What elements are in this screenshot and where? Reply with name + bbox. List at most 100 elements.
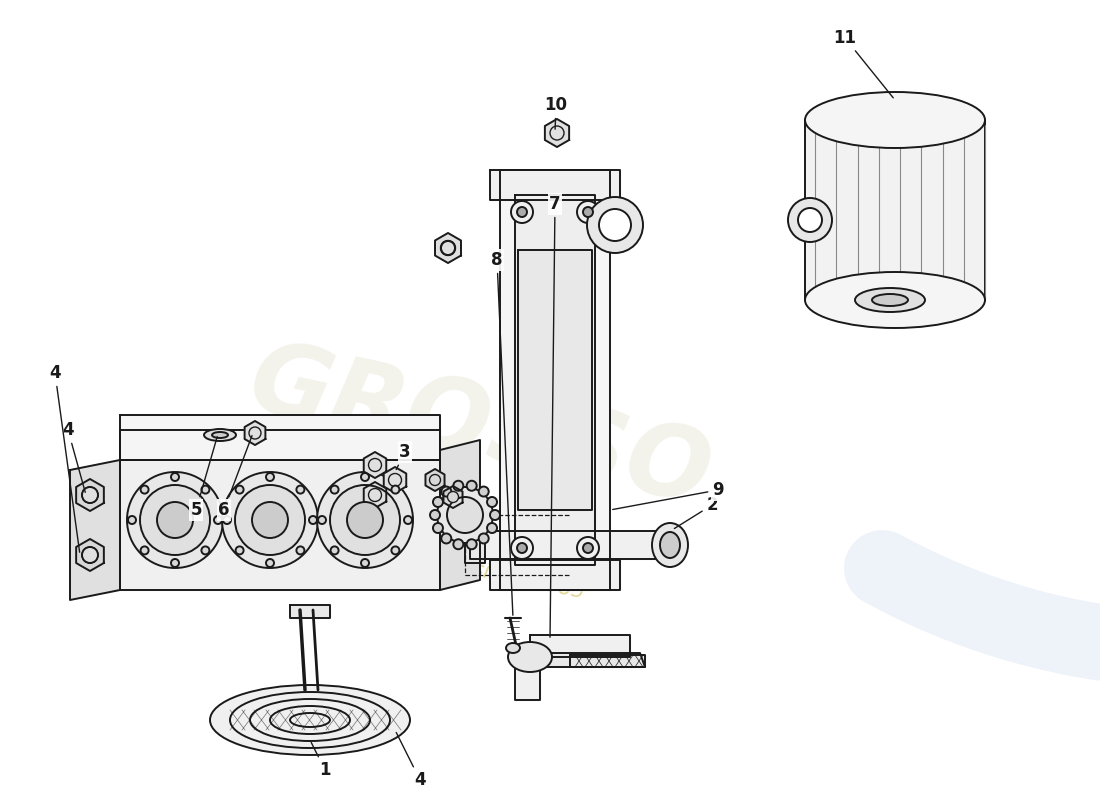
Polygon shape [490, 560, 620, 590]
Text: 4: 4 [396, 733, 426, 789]
Circle shape [361, 559, 368, 567]
Circle shape [361, 473, 368, 481]
Circle shape [82, 487, 98, 503]
Ellipse shape [805, 92, 984, 148]
Circle shape [157, 502, 192, 538]
Circle shape [201, 546, 209, 554]
Polygon shape [465, 527, 485, 563]
Circle shape [437, 487, 493, 543]
Ellipse shape [212, 432, 228, 438]
Circle shape [448, 491, 459, 502]
Circle shape [447, 497, 483, 533]
Polygon shape [443, 486, 462, 508]
Circle shape [170, 559, 179, 567]
Polygon shape [120, 430, 440, 460]
Circle shape [235, 485, 305, 555]
Circle shape [141, 486, 149, 494]
Circle shape [429, 474, 440, 486]
Circle shape [392, 486, 399, 494]
Circle shape [578, 201, 600, 223]
Polygon shape [244, 421, 265, 445]
Circle shape [583, 207, 593, 217]
Polygon shape [120, 415, 440, 460]
Circle shape [441, 534, 451, 543]
Circle shape [578, 537, 600, 559]
Polygon shape [434, 233, 461, 263]
Circle shape [296, 546, 305, 554]
Circle shape [440, 241, 455, 255]
Circle shape [490, 510, 500, 520]
Circle shape [466, 539, 476, 550]
Text: 5: 5 [190, 437, 217, 519]
Circle shape [222, 472, 318, 568]
Circle shape [128, 516, 136, 524]
Ellipse shape [210, 685, 410, 755]
Polygon shape [364, 452, 386, 478]
Circle shape [487, 523, 497, 533]
Ellipse shape [290, 713, 330, 727]
Text: 8: 8 [492, 251, 513, 615]
Ellipse shape [587, 197, 643, 253]
Circle shape [583, 543, 593, 553]
Circle shape [249, 427, 261, 439]
Polygon shape [426, 469, 444, 491]
Polygon shape [70, 460, 120, 600]
Polygon shape [120, 460, 440, 590]
Circle shape [550, 126, 564, 140]
Text: GROSSO: GROSSO [240, 334, 719, 526]
Circle shape [317, 472, 412, 568]
Polygon shape [530, 635, 630, 657]
Text: 3: 3 [396, 443, 410, 470]
Circle shape [512, 201, 534, 223]
Circle shape [512, 537, 534, 559]
Circle shape [331, 486, 339, 494]
Text: 7: 7 [549, 195, 561, 638]
Ellipse shape [660, 532, 680, 558]
Ellipse shape [230, 692, 390, 748]
Polygon shape [520, 653, 645, 667]
Ellipse shape [855, 288, 925, 312]
Circle shape [223, 516, 231, 524]
Circle shape [82, 487, 98, 503]
Polygon shape [515, 657, 540, 700]
Ellipse shape [788, 198, 832, 242]
Circle shape [368, 489, 382, 502]
Circle shape [368, 458, 382, 471]
Circle shape [141, 546, 149, 554]
Text: 2: 2 [674, 496, 718, 529]
Circle shape [235, 546, 243, 554]
Circle shape [441, 486, 451, 497]
Circle shape [517, 543, 527, 553]
Circle shape [404, 516, 412, 524]
Ellipse shape [506, 643, 520, 653]
Ellipse shape [798, 208, 822, 232]
Polygon shape [490, 170, 620, 200]
Circle shape [82, 547, 98, 563]
Polygon shape [518, 250, 592, 510]
Circle shape [235, 486, 243, 494]
Circle shape [346, 502, 383, 538]
Text: 4: 4 [50, 364, 79, 552]
Circle shape [252, 502, 288, 538]
Circle shape [433, 497, 443, 507]
Circle shape [318, 516, 326, 524]
Polygon shape [805, 120, 984, 300]
Polygon shape [440, 440, 480, 590]
Ellipse shape [204, 429, 236, 441]
Text: 9: 9 [613, 481, 724, 510]
Text: a passion for parts since 1985: a passion for parts since 1985 [274, 518, 586, 602]
Circle shape [309, 516, 317, 524]
Polygon shape [470, 531, 670, 559]
Circle shape [478, 486, 488, 497]
Polygon shape [515, 195, 595, 565]
Circle shape [441, 241, 455, 255]
Polygon shape [570, 655, 645, 667]
Circle shape [266, 473, 274, 481]
Circle shape [487, 497, 497, 507]
Circle shape [392, 546, 399, 554]
Circle shape [82, 547, 98, 563]
Text: 1: 1 [311, 742, 331, 779]
Ellipse shape [872, 294, 908, 306]
Ellipse shape [270, 706, 350, 734]
Circle shape [331, 546, 339, 554]
